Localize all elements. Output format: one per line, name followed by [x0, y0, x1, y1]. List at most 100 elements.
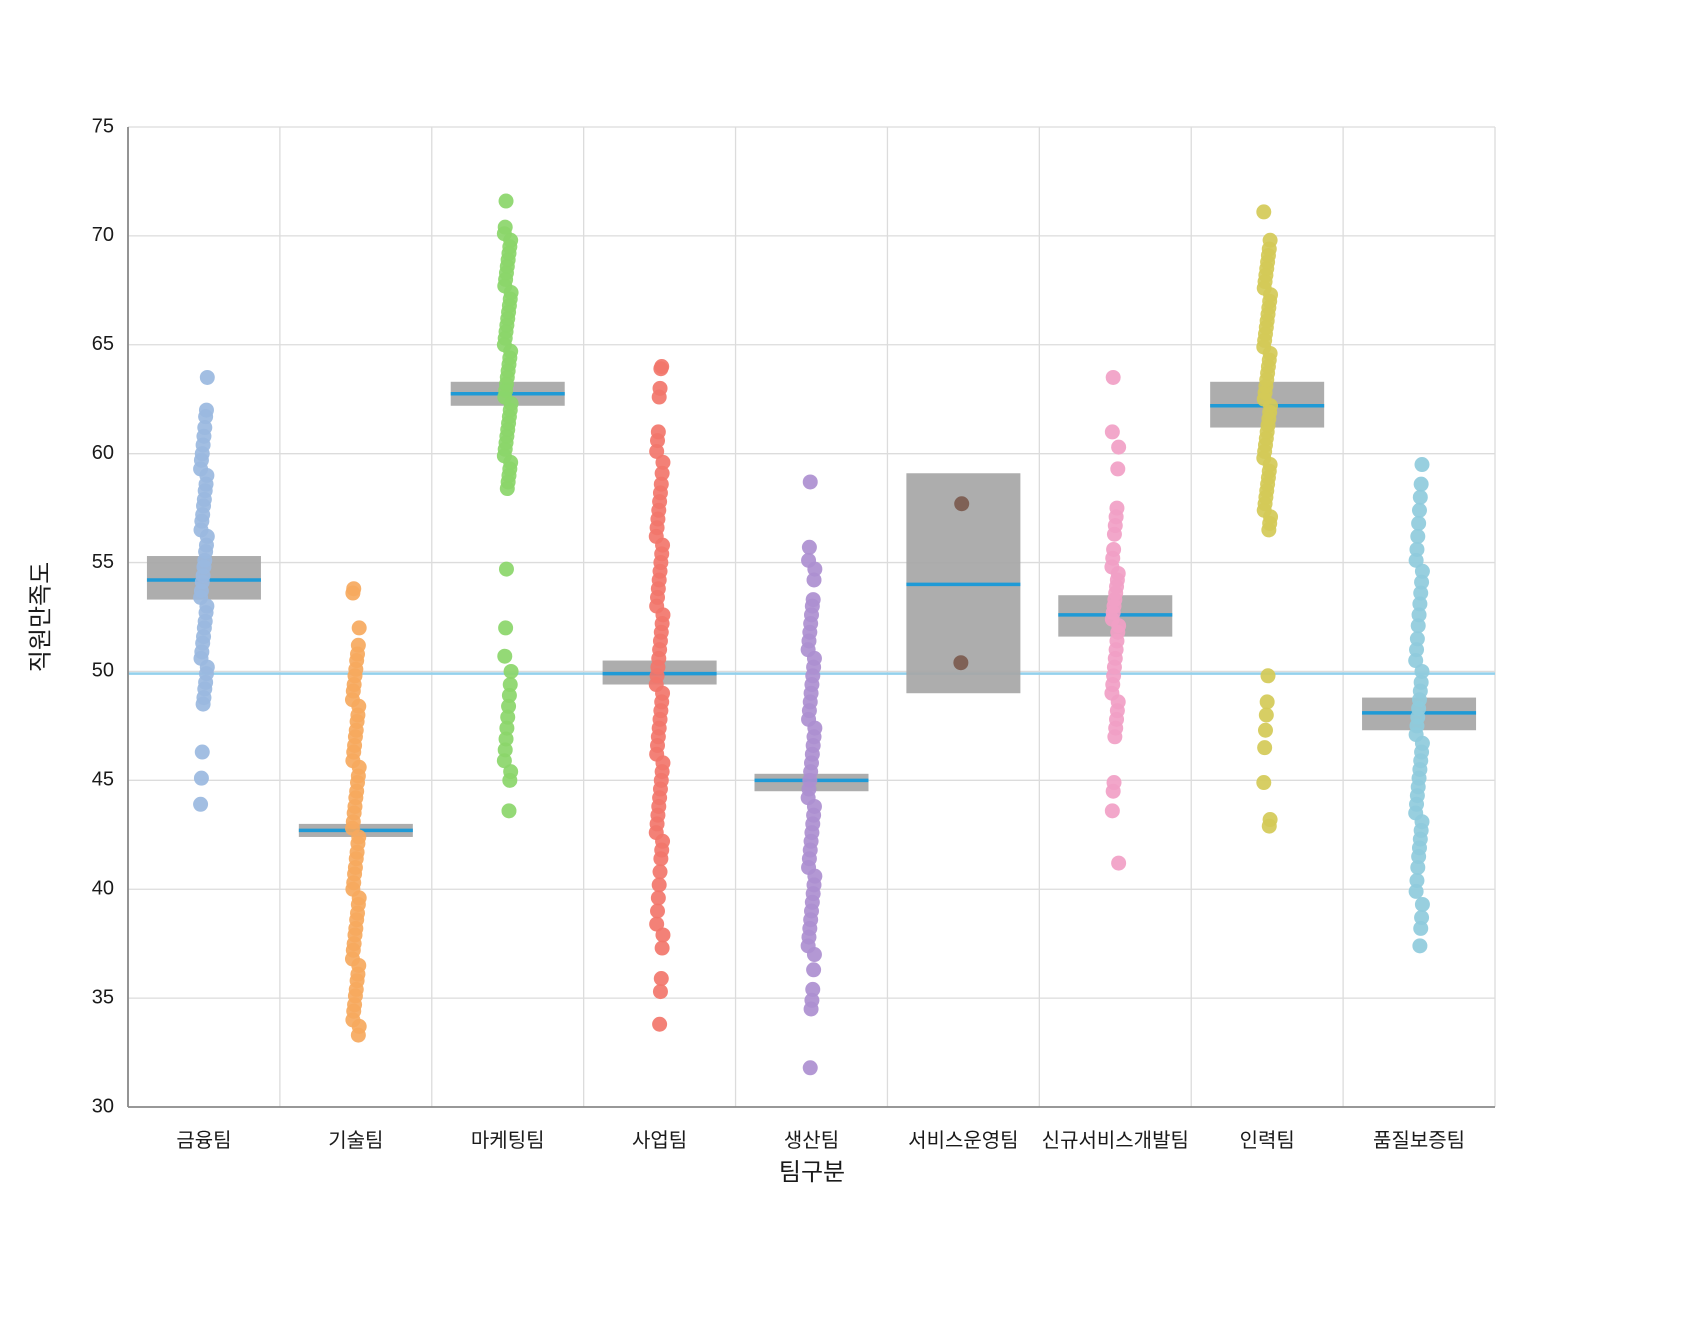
- data-point: [1414, 910, 1430, 926]
- data-point: [501, 687, 517, 703]
- x-category-labels: 금융팀 기술팀 마케팅팀 사업팀 생산팀 서비스운영팀 신규서비스개발팀 인력팀 품질보증팀: [176, 1129, 1465, 1152]
- data-point: [1104, 424, 1120, 440]
- data-point: [1413, 920, 1429, 936]
- data-point: [953, 655, 969, 671]
- data-point: [193, 796, 209, 812]
- data-point: [1104, 803, 1120, 819]
- data-point: [350, 637, 366, 653]
- data-point: [1105, 369, 1121, 385]
- y-tick-label: 45: [92, 769, 114, 791]
- data-point: [351, 620, 367, 636]
- data-point: [654, 465, 670, 481]
- x-category-label: 기술팀: [328, 1129, 383, 1152]
- y-tick-label: 30: [92, 1095, 114, 1117]
- x-axis-title: 팀구분: [778, 1159, 846, 1186]
- data-point: [1411, 515, 1427, 531]
- data-point: [194, 744, 210, 760]
- data-point: [503, 764, 519, 780]
- data-point: [1110, 461, 1126, 477]
- data-point: [1106, 541, 1122, 557]
- data-point: [649, 916, 665, 932]
- y-tick-label: 35: [92, 986, 114, 1008]
- data-point: [649, 443, 665, 459]
- data-point: [804, 992, 820, 1008]
- data-point: [655, 927, 671, 943]
- data-point: [1408, 653, 1424, 669]
- data-point: [652, 984, 668, 1000]
- y-axis-title: 직원만족도: [27, 561, 55, 673]
- data-point: [1106, 775, 1122, 791]
- data-point: [1413, 585, 1429, 601]
- data-point: [805, 592, 821, 608]
- x-category-label: 생산팀: [784, 1129, 839, 1152]
- y-tick-label: 40: [92, 878, 114, 900]
- data-point: [1413, 674, 1429, 690]
- data-point: [1111, 439, 1127, 455]
- data-point: [653, 971, 669, 987]
- data-point: [806, 572, 822, 588]
- data-point: [1414, 563, 1430, 579]
- data-point: [197, 420, 213, 436]
- data-point: [1256, 204, 1272, 220]
- data-point: [1258, 707, 1274, 723]
- data-point: [654, 940, 670, 956]
- data-point: [1408, 552, 1424, 568]
- data-point: [497, 219, 513, 235]
- data-point: [802, 1060, 818, 1076]
- data-point: [1411, 607, 1427, 623]
- data-point: [650, 424, 666, 440]
- x-category-label: 금융팀: [176, 1129, 231, 1152]
- data-point: [199, 369, 215, 385]
- data-point: [802, 474, 818, 490]
- data-point: [655, 454, 671, 470]
- data-point: [1410, 618, 1426, 634]
- data-point: [498, 620, 514, 636]
- data-point: [501, 698, 517, 714]
- data-point: [1262, 232, 1278, 248]
- data-point: [1414, 896, 1430, 912]
- y-tick-labels: 30 35 40 45 50 55 60 65 70 75: [92, 115, 114, 1117]
- data-point: [801, 552, 817, 568]
- data-point: [1414, 663, 1430, 679]
- data-point: [805, 981, 821, 997]
- data-point: [1408, 883, 1424, 899]
- data-point: [650, 890, 666, 906]
- x-category-label: 신규서비스개발팀: [1042, 1129, 1189, 1152]
- data-point: [1412, 489, 1428, 505]
- x-category-label: 사업팀: [632, 1129, 687, 1152]
- data-point: [651, 877, 667, 893]
- data-point: [1409, 873, 1425, 889]
- y-tick-label: 60: [92, 442, 114, 464]
- data-point: [1414, 574, 1430, 590]
- data-point: [1412, 596, 1428, 612]
- data-point: [501, 803, 517, 819]
- data-point: [954, 496, 970, 512]
- x-category-label: 서비스운영팀: [908, 1129, 1018, 1152]
- y-tick-label: 50: [92, 660, 114, 682]
- data-point: [193, 770, 209, 786]
- data-point: [497, 648, 513, 664]
- data-point: [652, 380, 668, 396]
- data-point: [654, 359, 670, 375]
- data-point: [1413, 476, 1429, 492]
- data-point: [498, 561, 514, 577]
- data-point: [806, 962, 822, 978]
- data-point: [497, 742, 513, 758]
- data-point: [498, 193, 514, 209]
- data-point: [653, 476, 669, 492]
- data-point: [1259, 694, 1275, 710]
- data-point: [503, 663, 519, 679]
- data-point: [652, 1016, 668, 1032]
- x-category-label: 마케팅팀: [471, 1129, 545, 1152]
- data-point: [1256, 775, 1272, 791]
- y-tick-label: 65: [92, 333, 114, 355]
- data-point: [1257, 722, 1273, 738]
- data-point: [652, 864, 668, 880]
- y-tick-label: 75: [92, 115, 114, 137]
- data-point: [198, 402, 214, 418]
- y-tick-label: 70: [92, 224, 114, 246]
- data-point: [1412, 938, 1428, 954]
- data-point: [1409, 541, 1425, 557]
